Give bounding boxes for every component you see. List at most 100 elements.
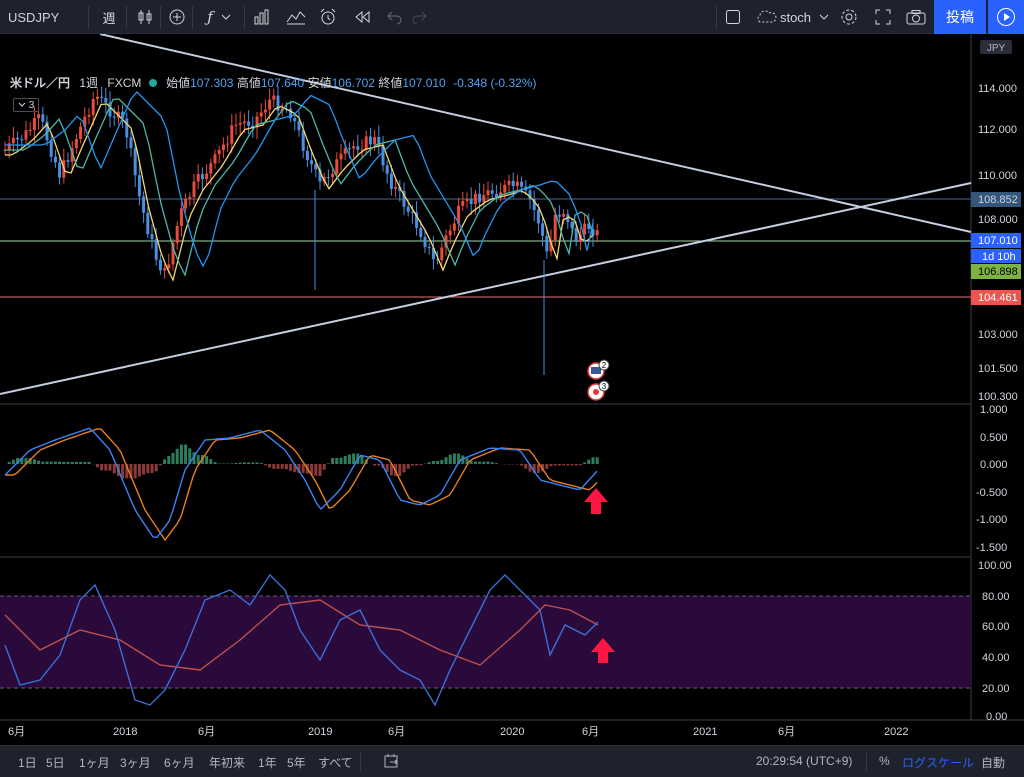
interval-button[interactable]: 週	[94, 0, 124, 34]
snapshot-button[interactable]	[902, 0, 930, 34]
histogram-bar	[255, 462, 259, 464]
histogram-bar	[142, 464, 146, 475]
indicators-button[interactable]: ƒ	[196, 0, 242, 34]
candle-body	[385, 165, 389, 174]
marker-label: 104.461	[978, 292, 1018, 304]
histogram-bar	[7, 461, 11, 464]
candle-body	[469, 199, 473, 204]
symbol-search[interactable]: USDJPY	[8, 0, 88, 34]
bar-chart-icon	[254, 9, 269, 25]
histogram-bar	[398, 464, 402, 476]
layout-name: stoch	[779, 9, 812, 25]
macd-signal-line	[5, 428, 598, 542]
clock-label[interactable]: 20:29:54 (UTC+9)	[756, 754, 853, 768]
financials-button[interactable]	[248, 0, 276, 34]
histogram-bar	[192, 452, 196, 464]
range-5y[interactable]: 5年	[287, 756, 306, 770]
fullscreen-button[interactable]	[870, 0, 896, 34]
histogram-bar	[163, 459, 167, 464]
candle-body	[242, 121, 246, 124]
marker-bg	[971, 192, 1021, 207]
compare-button[interactable]	[164, 0, 190, 34]
candle-body	[587, 223, 591, 229]
candle-body	[461, 201, 465, 206]
candle-body	[108, 102, 112, 117]
histogram-bar	[549, 464, 553, 467]
play-button[interactable]	[988, 0, 1024, 34]
candle-body	[70, 148, 74, 162]
annotation-arrow-macd[interactable]	[584, 488, 608, 514]
range-1y[interactable]: 1年	[258, 756, 277, 770]
candle-body	[347, 148, 351, 150]
candle-body	[226, 143, 230, 145]
goto-date-button[interactable]	[384, 753, 400, 774]
range-1d[interactable]: 1日	[18, 756, 37, 770]
candle-body	[536, 209, 540, 224]
histogram-bar	[436, 461, 440, 464]
range-ytd[interactable]: 年初来	[209, 756, 246, 770]
settings-button[interactable]	[838, 0, 860, 34]
alert-button[interactable]	[314, 0, 342, 34]
event-count: 2	[602, 361, 607, 370]
histogram-bar	[175, 448, 179, 464]
macd-tick: -1.500	[976, 542, 1007, 554]
histogram-bar	[133, 464, 137, 479]
marker-bg	[971, 233, 1021, 248]
candle-body	[112, 116, 116, 118]
candle-body	[541, 223, 545, 236]
market-status-dot	[148, 79, 157, 87]
camera-icon	[906, 10, 926, 25]
range-5d[interactable]: 5日	[46, 756, 65, 770]
histogram-bar	[419, 464, 423, 466]
chart-area[interactable]: 2 3 114.000 112.000 110.000 108.000 103.…	[0, 33, 1024, 745]
range-all[interactable]: すべて	[318, 756, 353, 770]
macd-tick: -0.500	[976, 487, 1007, 499]
layout-button[interactable]	[722, 0, 744, 34]
range-6m[interactable]: 6ヶ月	[164, 756, 195, 770]
candle-body	[259, 112, 263, 117]
auto-scale-toggle[interactable]: 自動	[981, 756, 1006, 770]
histogram-bar	[557, 464, 561, 466]
time-label: 2019	[308, 726, 332, 738]
chart-canvas[interactable]: 2 3 114.000 112.000 110.000 108.000 103.…	[0, 33, 1024, 745]
percent-toggle[interactable]: %	[879, 754, 890, 768]
undo-button[interactable]	[382, 0, 406, 34]
templates-button[interactable]	[282, 0, 310, 34]
candle-body	[583, 223, 587, 235]
range-1m[interactable]: 1ヶ月	[79, 756, 110, 770]
histogram-bar	[129, 464, 133, 479]
publish-button[interactable]: 投稿	[934, 0, 986, 34]
candle-body	[28, 130, 32, 131]
series-legend[interactable]: 米ドル／円 1週 FXCM 始値107.303 高値107.640 安値106.…	[10, 74, 536, 91]
lower-trend-line[interactable]	[0, 182, 972, 395]
histogram-bar	[465, 458, 469, 464]
event-badge-jp[interactable]: 3	[587, 380, 610, 401]
candle-body	[490, 190, 494, 194]
legend-toggle-button[interactable]: 3	[13, 98, 39, 112]
redo-button[interactable]	[408, 0, 432, 34]
candle-body	[364, 136, 368, 150]
annotation-arrow-stoch[interactable]	[591, 638, 615, 663]
histogram-bar	[121, 464, 125, 479]
replay-button[interactable]	[348, 0, 376, 34]
save-layout-button[interactable]: stoch	[752, 0, 832, 34]
candle-body	[74, 139, 78, 148]
candle-body	[196, 174, 200, 182]
candle-body	[53, 156, 57, 163]
event-badge-us[interactable]: 2	[587, 359, 610, 380]
chart-style-button[interactable]	[132, 0, 158, 34]
divider	[716, 6, 717, 28]
currency-badge[interactable]	[980, 40, 1012, 54]
candle-body	[444, 235, 448, 248]
histogram-bar	[314, 464, 318, 476]
histogram-bar	[473, 461, 477, 464]
candle-body	[410, 211, 414, 213]
range-3m[interactable]: 3ヶ月	[120, 756, 151, 770]
stochastic-lines	[4, 573, 599, 707]
histogram-bar	[486, 461, 490, 464]
histogram-bar	[478, 461, 482, 464]
log-scale-toggle[interactable]: ログスケール	[902, 756, 975, 770]
histogram-bar	[28, 458, 32, 464]
candle-body	[272, 95, 276, 100]
upper-trend-line[interactable]	[99, 33, 972, 233]
